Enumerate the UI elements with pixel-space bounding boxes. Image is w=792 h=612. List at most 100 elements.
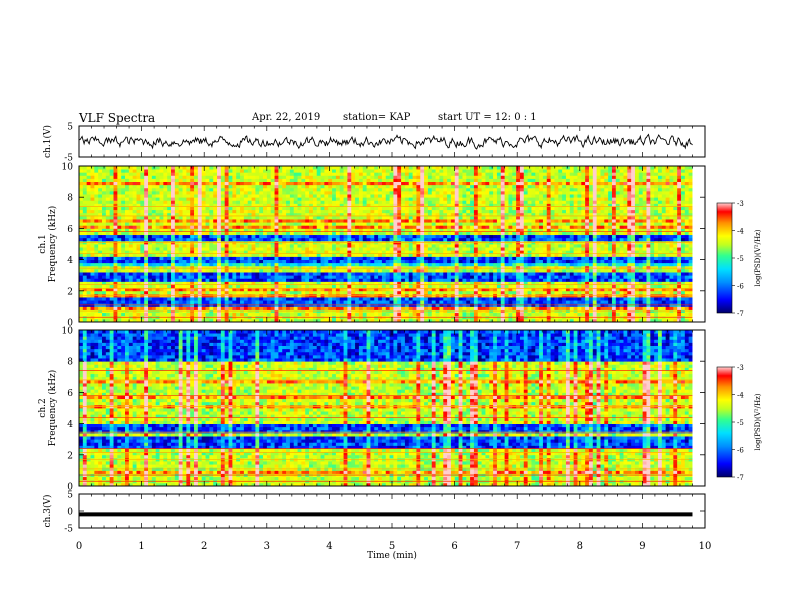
spectrogram-cell	[148, 300, 153, 304]
spectrogram-cell	[163, 262, 168, 267]
spectrogram-cell	[569, 253, 575, 257]
spectrogram-cell	[259, 284, 264, 289]
spectrogram-cell	[305, 268, 310, 273]
spectrogram-cell	[408, 297, 413, 301]
spectrogram-cell	[171, 247, 176, 251]
spectrogram-cell	[286, 231, 291, 236]
spectrogram-cell	[186, 225, 191, 229]
spectrogram-cell	[220, 312, 226, 317]
spectrogram-cell	[190, 259, 195, 264]
spectrogram-cell	[454, 256, 459, 260]
spectrogram-cell	[638, 225, 644, 229]
spectrogram-cell	[684, 272, 690, 276]
spectrogram-cell	[274, 253, 279, 257]
spectrogram-cell	[240, 275, 245, 279]
spectrogram-cell	[117, 272, 122, 276]
spectrogram-cell	[312, 318, 318, 323]
spectrogram-cell	[332, 297, 337, 301]
spectrogram-cell	[243, 272, 249, 276]
spectrogram-cell	[163, 253, 168, 257]
spectrogram-cell	[186, 250, 191, 254]
spectrogram-cell	[550, 281, 555, 285]
spectrogram-cell	[634, 318, 640, 323]
spectrogram-cell	[416, 228, 421, 232]
spectrogram-cell	[427, 244, 433, 248]
spectrogram-cell	[148, 297, 153, 301]
spectrogram-cell	[197, 272, 203, 276]
spectrogram-cell	[163, 244, 168, 248]
spectrogram-cell	[470, 259, 475, 264]
spectrogram-cell	[684, 278, 690, 282]
spectrogram-cell	[232, 297, 237, 301]
spectrogram-cell	[677, 253, 682, 257]
spectrogram-cell	[642, 318, 647, 323]
spectrogram-cell	[132, 228, 137, 232]
spectrogram-cell	[542, 275, 548, 279]
spectrogram-cell	[508, 228, 513, 232]
spectrogram-cell	[309, 265, 314, 270]
spectrogram-cell	[585, 237, 590, 242]
spectrogram-cell	[642, 262, 647, 267]
spectrogram-cell	[182, 250, 187, 254]
spectrogram-cell	[251, 287, 256, 292]
spectrogram-cell	[416, 265, 421, 270]
spectrogram-cell	[171, 284, 176, 289]
spectrogram-cell	[86, 306, 91, 310]
spectrogram-cell	[412, 284, 417, 289]
spectrogram-cell	[209, 228, 214, 232]
spectrogram-cell	[615, 297, 621, 301]
spectrogram-cell	[113, 287, 118, 292]
spectrogram-cell	[393, 297, 398, 301]
spectrogram-cell	[378, 287, 383, 292]
spectrogram-cell	[439, 268, 444, 273]
spectrogram-cell	[209, 297, 214, 301]
spectrogram-cell	[623, 237, 628, 242]
spectrogram-cell	[600, 297, 605, 301]
spectrogram-cell	[217, 256, 222, 260]
spectrogram-cell	[136, 225, 141, 229]
spectrogram-cell	[581, 225, 586, 229]
spectrogram-cell	[631, 256, 636, 260]
spectrogram-cell	[615, 250, 621, 254]
spectrogram-cell	[324, 253, 329, 257]
spectrogram-cell	[527, 297, 532, 301]
spectrogram-cell	[450, 272, 456, 276]
spectrogram-cell	[512, 284, 517, 289]
spectrogram-cell	[236, 312, 241, 317]
spectrogram-cell	[642, 265, 647, 270]
spectrogram-cell	[581, 237, 586, 242]
spectrogram-cell	[228, 250, 233, 254]
spectrogram-cell	[608, 297, 613, 301]
spectrogram-cell	[519, 265, 525, 270]
spectrogram-cell	[581, 312, 586, 317]
spectrogram-cell	[289, 253, 295, 257]
spectrogram-cell	[136, 297, 141, 301]
spectrogram-cell	[608, 284, 613, 289]
spectrogram-cell	[504, 265, 509, 270]
spectrogram-cell	[638, 228, 644, 232]
spectrogram-cell	[79, 268, 84, 273]
spectrogram-cell	[217, 318, 222, 323]
spectrogram-cell	[496, 259, 502, 264]
spectrogram-cell	[550, 272, 555, 276]
spectrogram-cell	[611, 287, 617, 292]
spectrogram-cell	[259, 318, 264, 323]
spectrogram-cell	[182, 284, 187, 289]
spectrogram-cell	[519, 278, 525, 282]
spectrogram-cell	[358, 281, 364, 285]
spectrogram-cell	[496, 284, 502, 289]
spectrogram-cell	[661, 281, 667, 285]
spectrogram-cell	[527, 275, 532, 279]
spectrogram-cell	[527, 259, 532, 264]
spectrogram-cell	[458, 268, 463, 273]
spectrogram-cell	[324, 262, 329, 267]
spectrogram-cell	[412, 306, 417, 310]
spectrogram-cell	[362, 228, 367, 232]
spectrogram-cell	[263, 250, 268, 254]
spectrogram-cell	[328, 297, 333, 301]
spectrogram-cell	[531, 228, 536, 232]
spectrogram-cell	[611, 259, 617, 264]
spectrogram-cell	[167, 222, 172, 226]
spectrogram-cell	[236, 259, 241, 264]
spectrogram-cell	[171, 231, 176, 236]
